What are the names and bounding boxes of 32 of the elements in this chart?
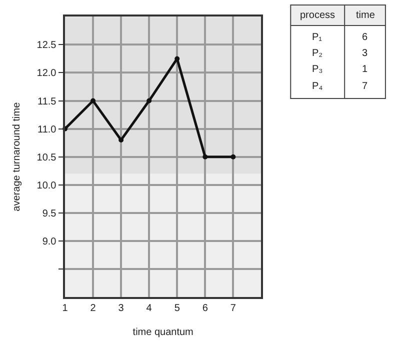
x-tick-label: 4 xyxy=(146,302,152,314)
data-label: 1 xyxy=(362,64,368,75)
text: time xyxy=(356,10,376,21)
x-tick-label: 6 xyxy=(202,302,208,314)
text: process xyxy=(300,10,336,21)
point xyxy=(146,98,152,104)
data-label: 3 xyxy=(362,48,368,59)
x-tick-label: 2 xyxy=(90,302,96,314)
x-tick-label: 1 xyxy=(62,302,68,314)
point xyxy=(202,154,208,160)
y-tick-label: 11.0 xyxy=(38,124,57,136)
point xyxy=(90,98,96,104)
category-label: P₁ xyxy=(312,32,323,43)
point xyxy=(118,138,124,143)
category-label: P₂ xyxy=(312,48,323,59)
y-tick-label: 11.5 xyxy=(38,96,57,108)
y-tick-label: 9.5 xyxy=(42,208,57,220)
data-label: 7 xyxy=(362,81,368,92)
category-label: P₄ xyxy=(312,81,323,92)
point xyxy=(230,154,236,160)
y-tick-label: 12.0 xyxy=(36,68,57,80)
category-label: P₃ xyxy=(312,64,323,75)
y-axis-title: average turnaround time xyxy=(11,102,22,212)
x-axis-title: time quantum xyxy=(132,326,194,338)
y-tick-label: 12.5 xyxy=(36,40,57,52)
y-tick-label: 10.5 xyxy=(36,152,57,164)
y-tick-label: 10.0 xyxy=(36,180,57,192)
data-label: 6 xyxy=(362,32,368,43)
x-tick-label: 7 xyxy=(230,302,236,314)
x-tick-label: 5 xyxy=(174,302,180,314)
x-tick-label: 3 xyxy=(118,302,124,314)
y-tick-label: 9.0 xyxy=(42,236,57,248)
